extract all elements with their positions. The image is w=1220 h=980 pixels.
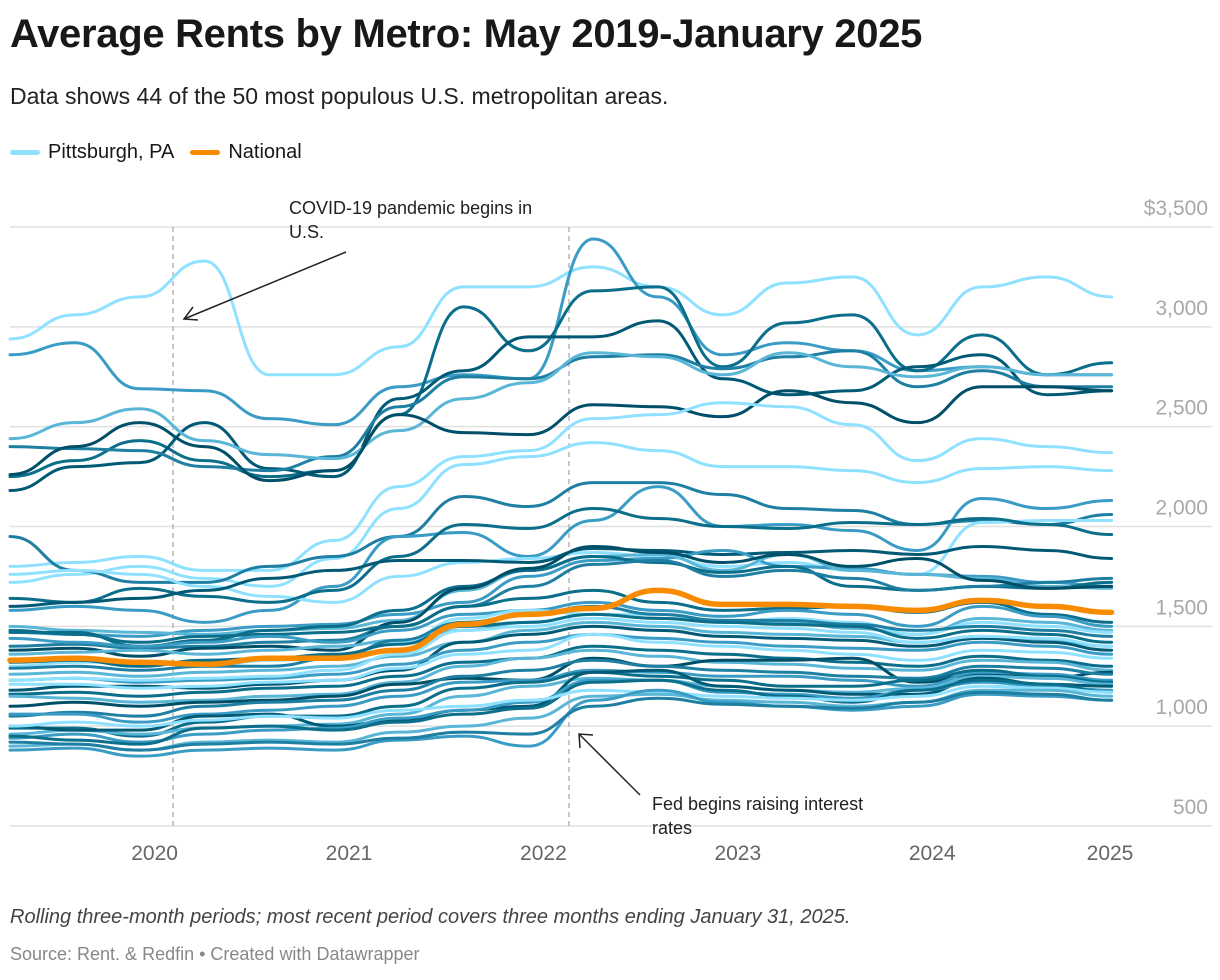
series-line-metro: [8, 319, 1114, 493]
series-line-metro: [8, 600, 1114, 648]
series-line-metro: [8, 656, 1114, 708]
series-line-metro: [8, 632, 1114, 684]
series-line-metro: [8, 259, 1114, 377]
series-line-metro: [8, 690, 1114, 752]
footnote: Rolling three-month periods; most recent…: [10, 906, 851, 928]
legend-item-pittsburgh: Pittsburgh, PA: [10, 141, 174, 164]
source-credit: Source: Rent. & Redfin • Created with Da…: [10, 944, 420, 964]
y-tick-label: 500: [1173, 796, 1208, 819]
x-tick-label: 2023: [714, 842, 761, 865]
series-line-metro: [8, 237, 1114, 427]
x-tick-label: 2024: [909, 842, 956, 865]
series-line-metro: [8, 632, 1114, 690]
fed-arrowhead-icon: [578, 733, 594, 749]
series-line-metro: [8, 485, 1114, 624]
series-line-national: [7, 587, 1115, 668]
series-line-metro: [8, 668, 1114, 738]
covid-annotation-line1: COVID-19 pandemic begins in: [289, 198, 532, 218]
fed-arrow: [578, 733, 641, 796]
series-line-pittsburgh-pa: [8, 684, 1114, 728]
fed-annotation-line2: rates: [652, 818, 692, 838]
legend-swatch-pittsburgh: [10, 150, 40, 155]
series-line-metro: [8, 648, 1114, 704]
covid-arrowhead-icon: [182, 306, 199, 321]
series-line-metro: [8, 544, 1114, 608]
series-line-metro: [8, 644, 1114, 698]
legend: Pittsburgh, PA National: [10, 141, 302, 164]
series-line-metro: [8, 688, 1114, 758]
x-tick-label: 2025: [1087, 842, 1134, 865]
series-line-metro: [8, 285, 1114, 479]
x-tick-label: 2020: [131, 842, 178, 865]
y-tick-label: $3,500: [1144, 197, 1208, 220]
legend-label: National: [228, 141, 302, 163]
y-tick-label: 1,000: [1155, 696, 1208, 719]
legend-swatch-national: [190, 150, 221, 155]
y-tick-label: 2,000: [1155, 497, 1208, 520]
chart-subtitle: Data shows 44 of the 50 most populous U.…: [10, 83, 669, 109]
series-line-metro: [8, 668, 1114, 732]
x-tick-label: 2022: [520, 842, 567, 865]
series-line-metro: [8, 624, 1114, 692]
line-chart: $3,500 3,000 2,500 2,000 1,500 1,000 500 2020 2…: [7, 197, 1212, 865]
y-tick-label: 2,500: [1155, 397, 1208, 420]
x-tick-label: 2021: [326, 842, 373, 865]
chart-title: Average Rents by Metro: May 2019-January…: [10, 12, 923, 56]
y-tick-label: 1,500: [1155, 596, 1208, 619]
series-line-metro: [8, 441, 1114, 588]
legend-item-national: National: [190, 141, 302, 164]
series-line-metro: [8, 544, 1114, 658]
series-line-metro: [8, 612, 1114, 668]
series-line-metro: [8, 558, 1114, 650]
series-line-metro: [8, 616, 1114, 682]
series-line-metro: [8, 401, 1114, 572]
covid-arrow: [183, 251, 347, 320]
series-line-metro: [8, 385, 1114, 483]
series-line-metro: [8, 668, 1114, 724]
legend-label: Pittsburgh, PA: [48, 141, 175, 163]
series-line-metro: [8, 351, 1114, 461]
series-line-metro: [8, 658, 1114, 718]
fed-annotation-line1: Fed begins raising interest: [652, 794, 863, 814]
series-line-metro: [8, 507, 1114, 604]
y-tick-label: 3,000: [1155, 297, 1208, 320]
covid-annotation-line2: U.S.: [289, 222, 324, 242]
